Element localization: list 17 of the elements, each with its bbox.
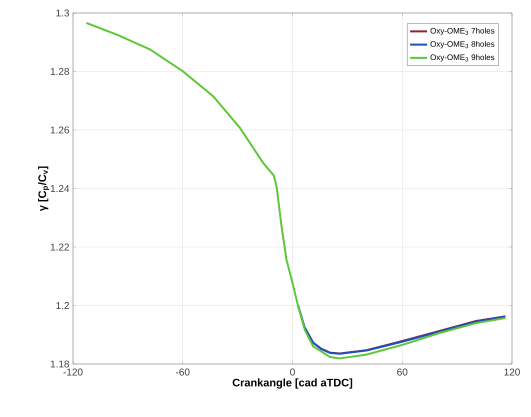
y-tick-label: 1.24	[50, 185, 70, 192]
y-tick-label: 1.28	[50, 68, 70, 76]
line-series	[304, 315, 506, 354]
x-tick-label: 0	[290, 368, 295, 376]
y-tick-label: 1.2	[56, 302, 69, 309]
y-tick-label: 1.22	[50, 244, 69, 250]
y-tick-label: 1.26	[50, 126, 70, 134]
y-tick-label: 1.3	[56, 9, 70, 17]
x-tick-label: 120	[504, 368, 520, 376]
line-series	[297, 304, 506, 355]
line-series	[85, 22, 506, 360]
y-tick-label: 1.18	[50, 360, 70, 368]
x-tick-label: -60	[176, 368, 190, 376]
x-tick-label: -120	[63, 368, 83, 376]
x-axis-title: Crankangle [cad aTDC]	[232, 378, 352, 389]
x-tick-label: 60	[397, 368, 408, 376]
y-axis-title: γ [C$_{p}$/C$_{v}$]	[38, 166, 50, 212]
